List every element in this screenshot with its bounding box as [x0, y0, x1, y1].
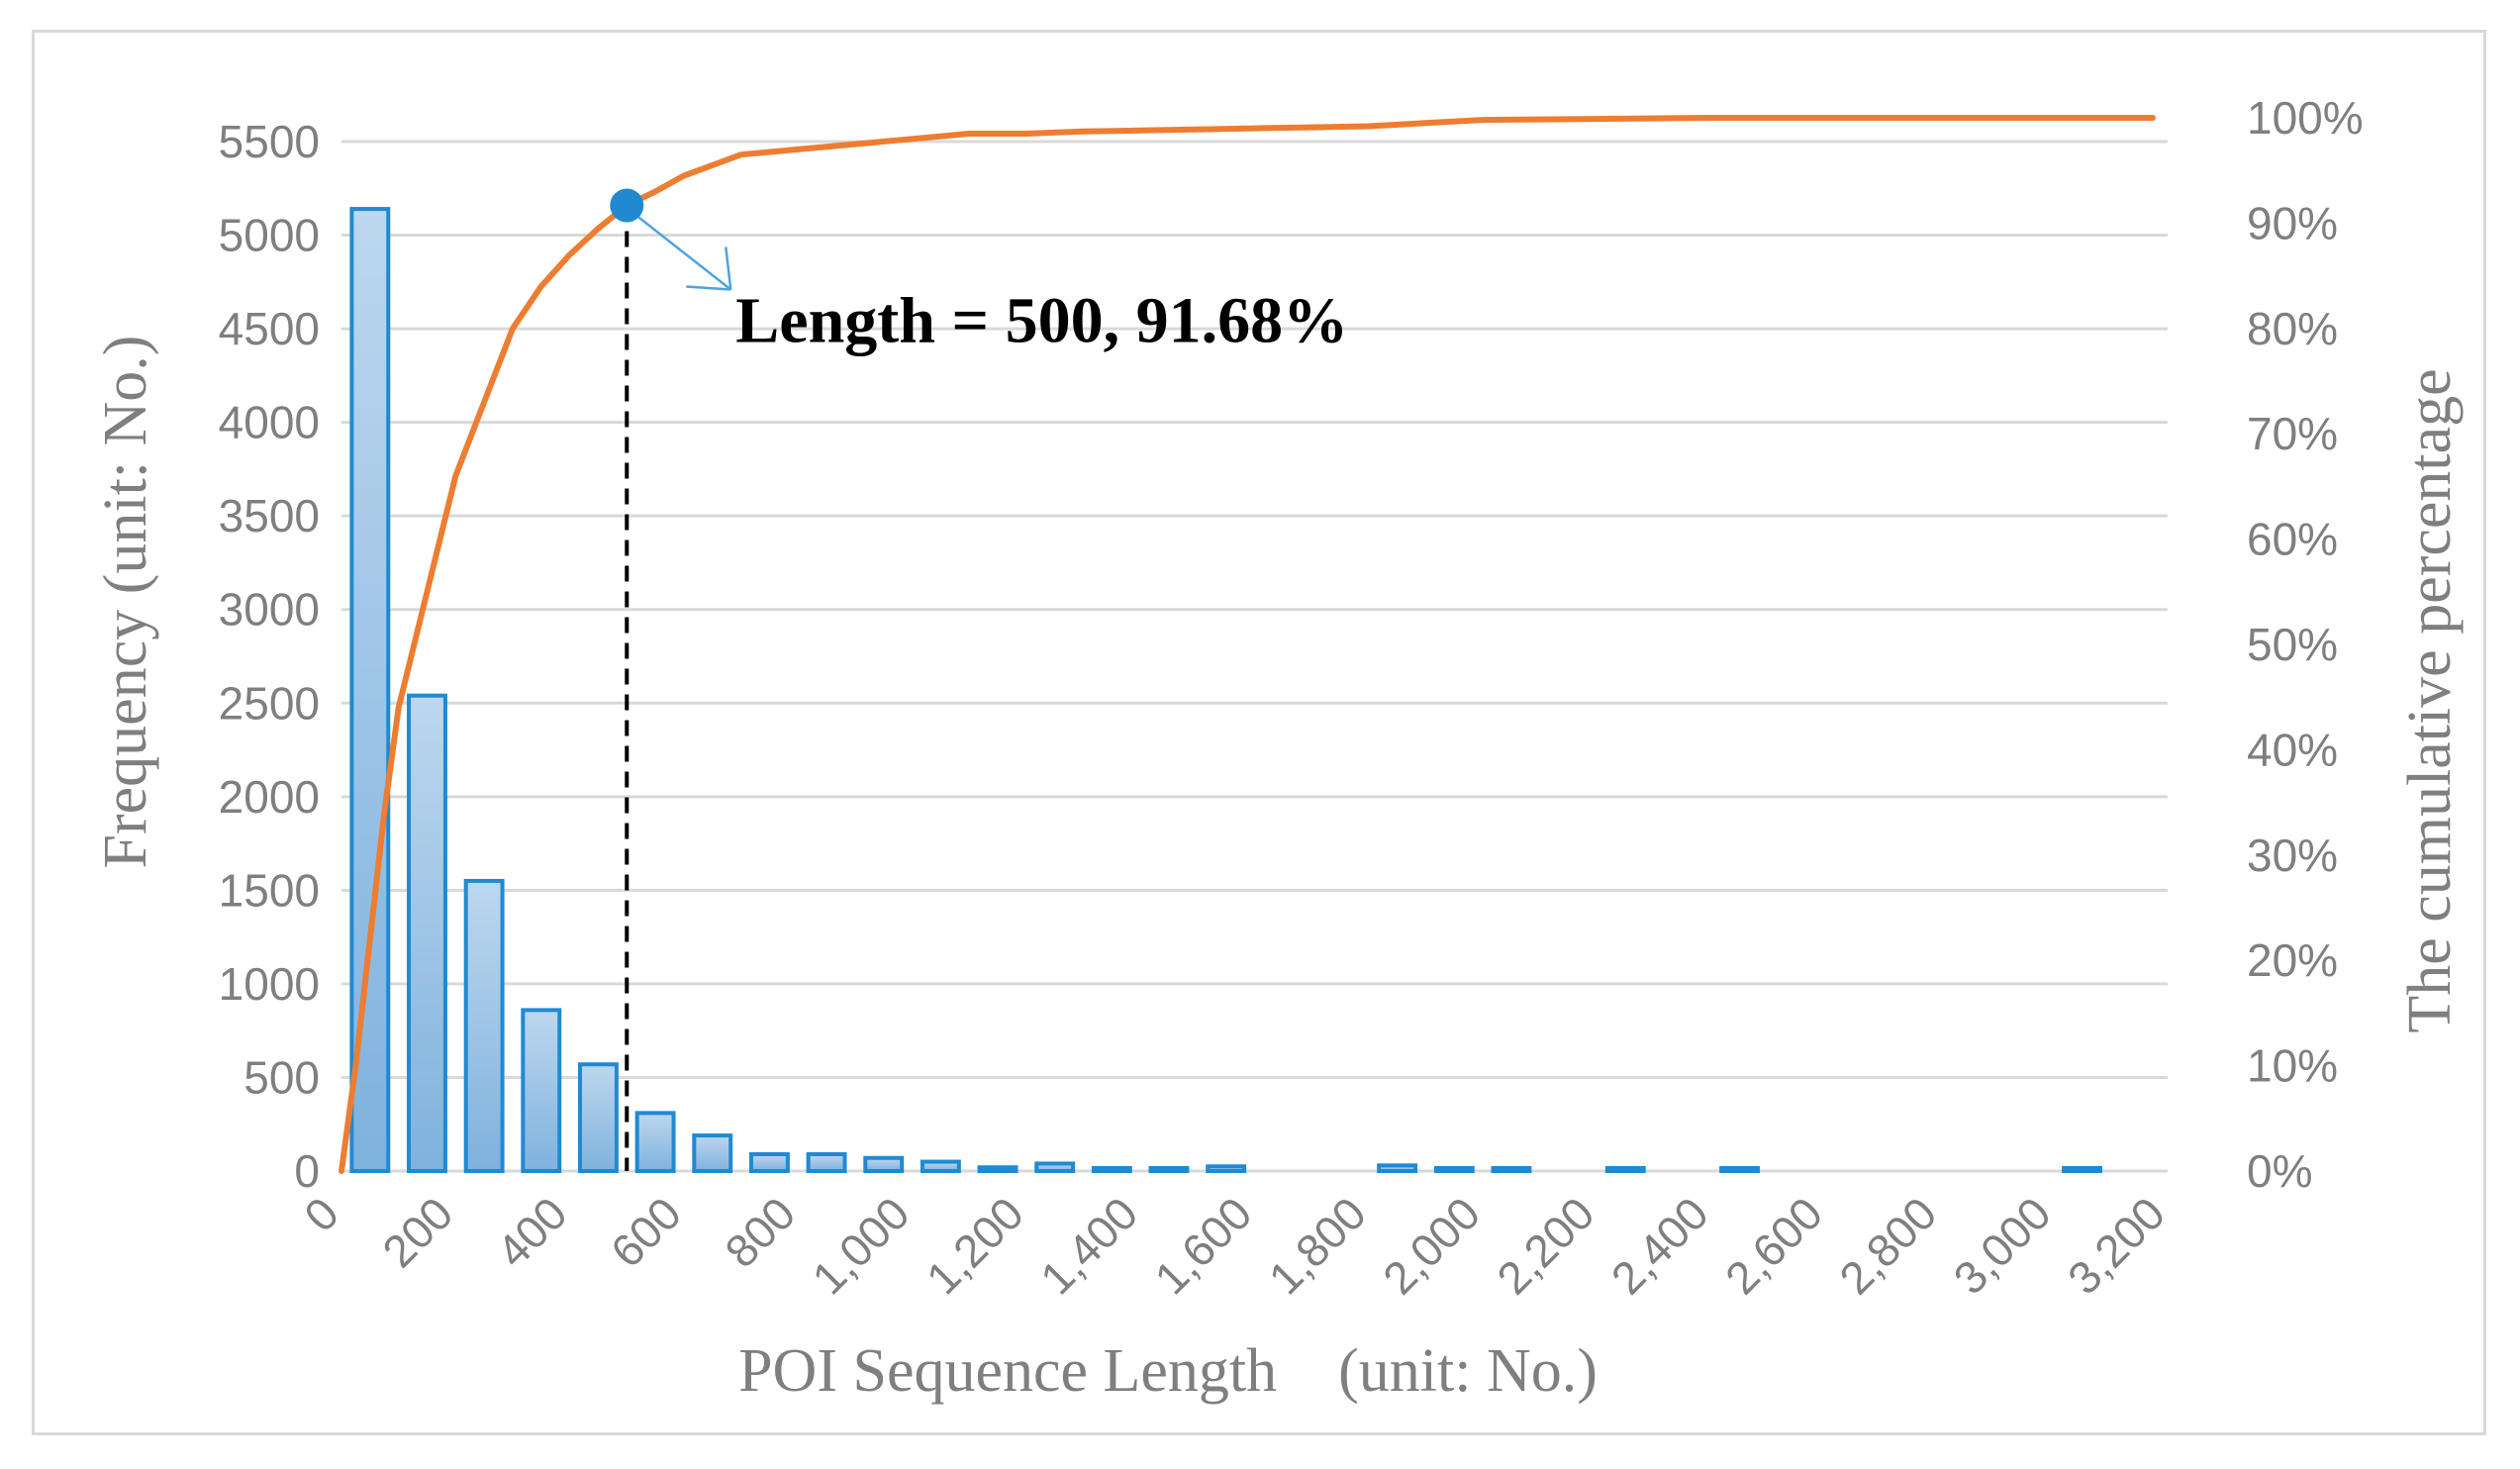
bar	[977, 1165, 1018, 1173]
chart: Length = 500, 91.68% 0 500 1000 1500 2000 250…	[92, 92, 2464, 1405]
y-tick-label: 3500	[219, 490, 320, 541]
bar	[1604, 1166, 1646, 1173]
y2-tick-label: 0%	[2247, 1145, 2312, 1197]
y-tick-label: 2000	[219, 771, 320, 823]
x-tick-label: 1,400	[1030, 1187, 1147, 1304]
y-tick-label: 4000	[219, 397, 320, 448]
bar	[748, 1151, 790, 1173]
bar-series	[349, 207, 2102, 1174]
y-tick-label: 1000	[219, 958, 320, 1010]
y2-tick-label: 80%	[2247, 303, 2338, 354]
bar	[863, 1155, 905, 1174]
y2-tick-label: 70%	[2247, 408, 2338, 459]
y2-tick-label: 60%	[2247, 514, 2338, 565]
annotation-group: Length = 500, 91.68%	[610, 188, 1348, 1171]
x-tick-label: 800	[715, 1187, 805, 1277]
bar	[1091, 1166, 1132, 1173]
x-tick-label: 1,200	[917, 1187, 1033, 1304]
bar	[407, 693, 447, 1174]
y-tick-label: 3000	[219, 584, 320, 636]
x-tick-label: 3,000	[1944, 1187, 2061, 1304]
y-tick-label: 5000	[219, 210, 320, 261]
x-axis-title: POI Sequence Length (unit: No.)	[738, 1337, 1598, 1405]
y-tick-label: 2500	[219, 677, 320, 729]
gridlines	[341, 140, 2168, 1173]
bar	[920, 1159, 961, 1173]
x-tick-label: 2,200	[1487, 1187, 1603, 1304]
y-tick-label: 0	[294, 1145, 320, 1197]
annotation-arrow	[637, 216, 732, 291]
y2-axis-title: The cumulative percentage	[2396, 368, 2464, 1032]
annotation-label: Length = 500, 91.68%	[735, 285, 1348, 357]
bar	[463, 878, 505, 1174]
y-tick-label: 4500	[219, 303, 320, 354]
bar	[1148, 1166, 1190, 1173]
x-tick-label: 400	[487, 1187, 577, 1277]
bar	[1719, 1166, 1761, 1173]
bar	[634, 1111, 676, 1174]
y-tick-label: 5500	[219, 116, 320, 167]
x-tick-label: 2,400	[1601, 1187, 1718, 1304]
bar	[692, 1133, 733, 1174]
y-axis-title: Frequency (unit: No.)	[92, 336, 159, 869]
bar	[1034, 1161, 1076, 1174]
bar	[349, 207, 391, 1173]
right-axis-ticks: 0% 10% 20% 30% 40% 50% 60% 70% 80% 90% 100%	[2247, 92, 2364, 1197]
y2-tick-label: 90%	[2247, 197, 2338, 248]
x-tick-label: 2,800	[1829, 1187, 1946, 1304]
bar	[578, 1062, 619, 1173]
y2-tick-label: 50%	[2247, 619, 2338, 670]
y2-tick-label: 40%	[2247, 724, 2338, 775]
y-tick-label: 1500	[219, 864, 320, 916]
cumulative-line-series	[339, 115, 2156, 1174]
y2-tick-label: 30%	[2247, 830, 2338, 881]
chart-frame: Length = 500, 91.68% 0 500 1000 1500 2000 250…	[32, 30, 2486, 1435]
x-tick-label: 1,000	[802, 1187, 919, 1304]
x-tick-label: 200	[372, 1187, 462, 1277]
x-axis-ticks: 0 200 400 600 8001,0001,2001,4001,6001,8002,…	[294, 1187, 2175, 1304]
bar	[1377, 1163, 1418, 1173]
left-axis-ticks: 0 500 1000 1500 2000 2500 3000 3500 4000 4500 5000…	[219, 116, 320, 1197]
y2-tick-label: 100%	[2247, 92, 2364, 144]
cumulative-line	[339, 115, 2156, 1174]
bar	[1491, 1166, 1532, 1173]
y2-tick-label: 10%	[2247, 1040, 2338, 1092]
x-tick-label: 2,600	[1715, 1187, 1832, 1304]
x-tick-label: 1,800	[1259, 1187, 1376, 1304]
bar	[2062, 1166, 2102, 1173]
x-tick-label: 2,000	[1373, 1187, 1490, 1304]
annotation-marker	[610, 188, 644, 223]
x-tick-label: 3,200	[2058, 1187, 2175, 1304]
bar	[1433, 1166, 1475, 1173]
bar	[521, 1008, 562, 1174]
y2-tick-label: 20%	[2247, 934, 2338, 986]
bar	[1206, 1164, 1247, 1173]
x-tick-label: 600	[601, 1187, 691, 1277]
x-tick-label: 1,600	[1144, 1187, 1261, 1304]
y-tick-label: 500	[243, 1051, 320, 1103]
bar	[806, 1151, 847, 1173]
